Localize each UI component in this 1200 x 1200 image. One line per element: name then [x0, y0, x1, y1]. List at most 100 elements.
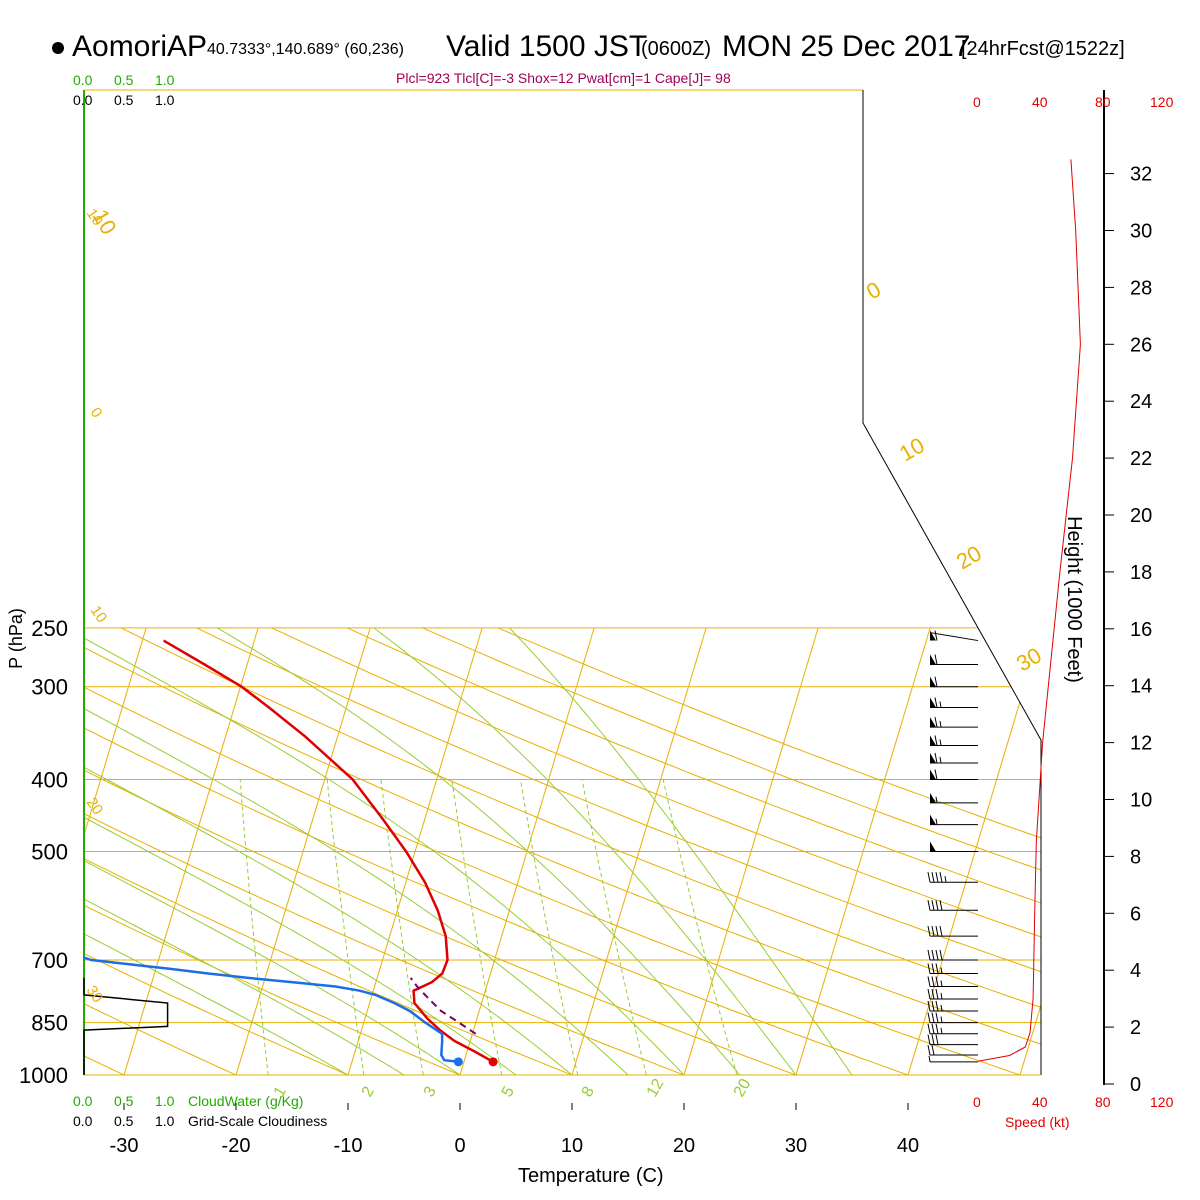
speed-tick-top-0: 0 — [973, 94, 981, 110]
isotherm-line — [347, 627, 483, 1075]
barb-feather — [935, 1012, 939, 1023]
barb-half-feather — [939, 756, 942, 764]
barb-feather — [939, 925, 943, 937]
barb-feather — [935, 925, 939, 937]
moist-adiabat — [84, 627, 405, 1075]
temp-line-label: 30 — [83, 983, 106, 1006]
pressure-tick-label: 700 — [31, 948, 68, 973]
sounding-series — [84, 639, 498, 1067]
isotherm-line — [795, 627, 931, 1075]
barb-flag — [930, 630, 936, 641]
moist-adiabat — [509, 627, 853, 1075]
mixing-ratio-label: 20 — [731, 1076, 755, 1100]
mixing-ratio-line — [326, 779, 365, 1075]
height-tick-label: 26 — [1130, 334, 1152, 356]
cloudiness-tick-top-0: 0.0 — [73, 92, 93, 108]
speed-tick-bottom-3: 120 — [1150, 1094, 1174, 1110]
isotherm-line — [571, 627, 707, 1075]
wind-barbs — [927, 630, 979, 1063]
height-tick-label: 10 — [1130, 790, 1152, 812]
height-tick-label: 28 — [1130, 277, 1152, 299]
temp-line-label: 0 — [87, 405, 106, 422]
barb-feather — [935, 949, 939, 961]
barb-half-feather — [939, 701, 942, 708]
height-tick-label: 12 — [1130, 733, 1152, 755]
barb-feather — [927, 900, 931, 911]
barb-feather — [931, 1000, 935, 1012]
mixing-ratio-label: 3 — [421, 1084, 440, 1100]
dry-adiabat — [422, 627, 1041, 1075]
height-tick-label: 2 — [1130, 1017, 1141, 1039]
dry-adiabat — [84, 627, 158, 1075]
barb-half-feather — [935, 796, 938, 803]
right-frame — [862, 90, 1042, 1075]
barb-flag — [930, 792, 936, 803]
mixing-ratio-line — [239, 779, 269, 1075]
barb-feather — [934, 654, 938, 665]
mixing-ratio-label: 2 — [359, 1084, 378, 1100]
barb-flag — [930, 841, 936, 852]
height-tick-label: 6 — [1130, 903, 1141, 925]
x-tick-label: -20 — [222, 1135, 251, 1157]
barb-feather — [931, 1012, 935, 1023]
pressure-tick-label: 250 — [31, 616, 68, 641]
wind-barb — [927, 1012, 978, 1024]
pressure-tick-label: 500 — [31, 839, 68, 864]
barb-feather — [931, 949, 935, 961]
temp-line-label: 20 — [83, 795, 106, 818]
station-coords: 40.7333°,140.689° (60,236) — [207, 41, 404, 58]
cloudwater-tick-top-0: 0.0 — [73, 72, 93, 88]
moist-adiabat — [84, 627, 629, 1075]
wind-barb — [930, 769, 978, 780]
speed-tick-top-2: 80 — [1095, 94, 1111, 110]
barb-half-feather — [940, 967, 943, 974]
cloudwater-tick-bottom-1: 0.5 — [114, 1093, 134, 1109]
barb-feather — [927, 1000, 931, 1012]
barb-feather — [934, 752, 938, 764]
valid-zulu: (0600Z) — [641, 38, 712, 60]
mixing-ratio-line — [662, 779, 738, 1075]
height-tick-label: 30 — [1130, 221, 1152, 243]
dry-adiabat — [84, 627, 1041, 1075]
barb-feather — [927, 1044, 931, 1056]
barb-feather — [935, 900, 939, 911]
barb-feather — [934, 716, 938, 728]
dry-adiabat — [196, 627, 1041, 1075]
wind-barb — [929, 630, 979, 642]
height-tick-label: 24 — [1130, 391, 1152, 413]
moist-adiabat — [84, 627, 517, 1075]
barb-feather — [934, 676, 938, 687]
cloudiness-line — [83, 977, 169, 1075]
wind-barb — [930, 654, 978, 665]
dry-adiabat — [84, 627, 840, 1075]
height-tick-label: 0 — [1130, 1074, 1141, 1096]
moist-adiabat — [373, 627, 797, 1075]
cloudwater-axis-label: CloudWater (g/Kg) — [188, 1093, 304, 1109]
wind-barb — [930, 676, 978, 688]
dry-adiabat-label: 30 — [1012, 642, 1046, 676]
barb-half-feather — [940, 1004, 943, 1012]
wind-barb — [930, 716, 978, 728]
wind-barb — [930, 752, 978, 764]
sounding-indices: Plcl=923 Tlcl[C]=-3 Shox=12 Pwat[cm]=1 C… — [396, 70, 731, 86]
moist-adiabat — [84, 627, 573, 1075]
barb-half-feather — [939, 720, 942, 728]
x-tick-label: -10 — [334, 1135, 363, 1157]
temp-line-label: 10 — [83, 206, 106, 229]
wind-barb — [927, 976, 978, 987]
dry-adiabat — [84, 627, 272, 1075]
cloudiness-tick-top-2: 1.0 — [155, 92, 175, 108]
cloudiness-tick-bottom-0: 0.0 — [73, 1113, 93, 1129]
barb-flag — [930, 814, 936, 825]
temp-line-label: 10 — [87, 603, 110, 626]
height-tick-label: 8 — [1130, 846, 1141, 868]
mixing-ratio-line — [451, 779, 503, 1075]
pressure-tick-label: 1000 — [19, 1063, 68, 1088]
forecast-info: [24hrFcst@1522z] — [961, 38, 1125, 60]
barb-feather — [934, 735, 938, 746]
dry-adiabat — [120, 627, 1041, 1075]
mixing-ratio-label: 12 — [644, 1076, 668, 1100]
